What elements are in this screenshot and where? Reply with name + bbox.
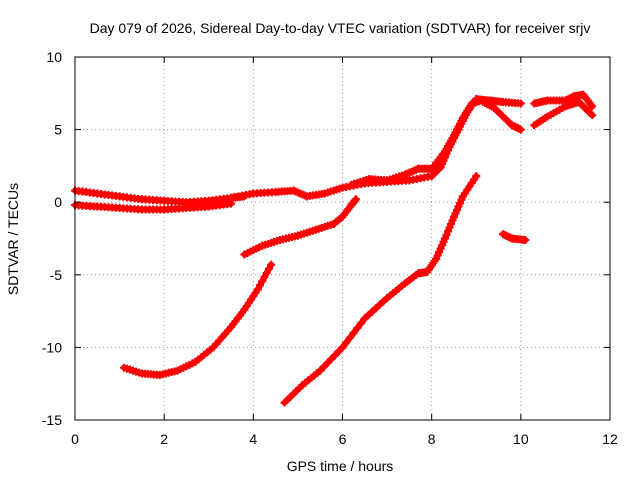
x-tick-label: 0 (71, 431, 79, 447)
data-point (258, 277, 267, 286)
data-point (353, 324, 362, 333)
data-point (345, 333, 354, 342)
y-tick-label: 10 (46, 49, 62, 65)
series-arc-top-lower (71, 199, 236, 214)
series-arc-middle-offset (347, 96, 525, 189)
data-point (516, 125, 525, 134)
y-tick-label: 0 (54, 194, 62, 210)
y-tick-label: -5 (50, 267, 63, 283)
tick-marks: 0 2 4 6 8 10 12 -15 -10 -5 0 5 10 (42, 49, 618, 447)
grid-lines (75, 57, 610, 420)
data-point (256, 281, 265, 290)
data-point (588, 111, 597, 120)
data-point (521, 235, 530, 244)
x-tick-label: 10 (513, 431, 529, 447)
data-point (253, 285, 262, 294)
x-tick-label: 2 (160, 431, 168, 447)
data-point (267, 260, 276, 269)
data-point (357, 319, 366, 328)
data-point (334, 347, 343, 356)
series-line (281, 173, 480, 406)
series-arc-middle (227, 95, 525, 202)
data-point (338, 343, 347, 352)
y-axis-label: SDTVAR / TECUs (5, 183, 21, 295)
series-arc-right-lower (530, 98, 597, 130)
series-arc-right-deep (280, 172, 481, 407)
data-point (262, 268, 271, 277)
data-point (472, 172, 481, 181)
series-arc-small (499, 230, 530, 244)
data-point (435, 164, 444, 173)
chart-title: Day 079 of 2026, Sidereal Day-to-day VTE… (90, 20, 591, 36)
series-arc-left-deep (120, 260, 276, 379)
data-series (71, 90, 597, 407)
x-tick-label: 12 (602, 431, 618, 447)
data-point (331, 351, 340, 360)
x-axis-label: GPS time / hours (287, 458, 394, 474)
data-point (342, 338, 351, 347)
data-point (349, 328, 358, 337)
data-point (316, 366, 325, 375)
y-tick-label: -10 (42, 339, 62, 355)
x-tick-label: 4 (249, 431, 257, 447)
data-point (264, 264, 273, 273)
data-point (327, 355, 336, 364)
y-tick-label: -15 (42, 412, 62, 428)
data-point (516, 99, 525, 108)
y-tick-label: 5 (54, 122, 62, 138)
series-arc-short-rise (240, 195, 360, 259)
data-point (588, 102, 597, 111)
x-tick-label: 6 (339, 431, 347, 447)
data-point (260, 272, 269, 281)
x-tick-label: 8 (428, 431, 436, 447)
data-point (351, 195, 360, 204)
data-point (319, 362, 328, 371)
data-point (323, 358, 332, 367)
